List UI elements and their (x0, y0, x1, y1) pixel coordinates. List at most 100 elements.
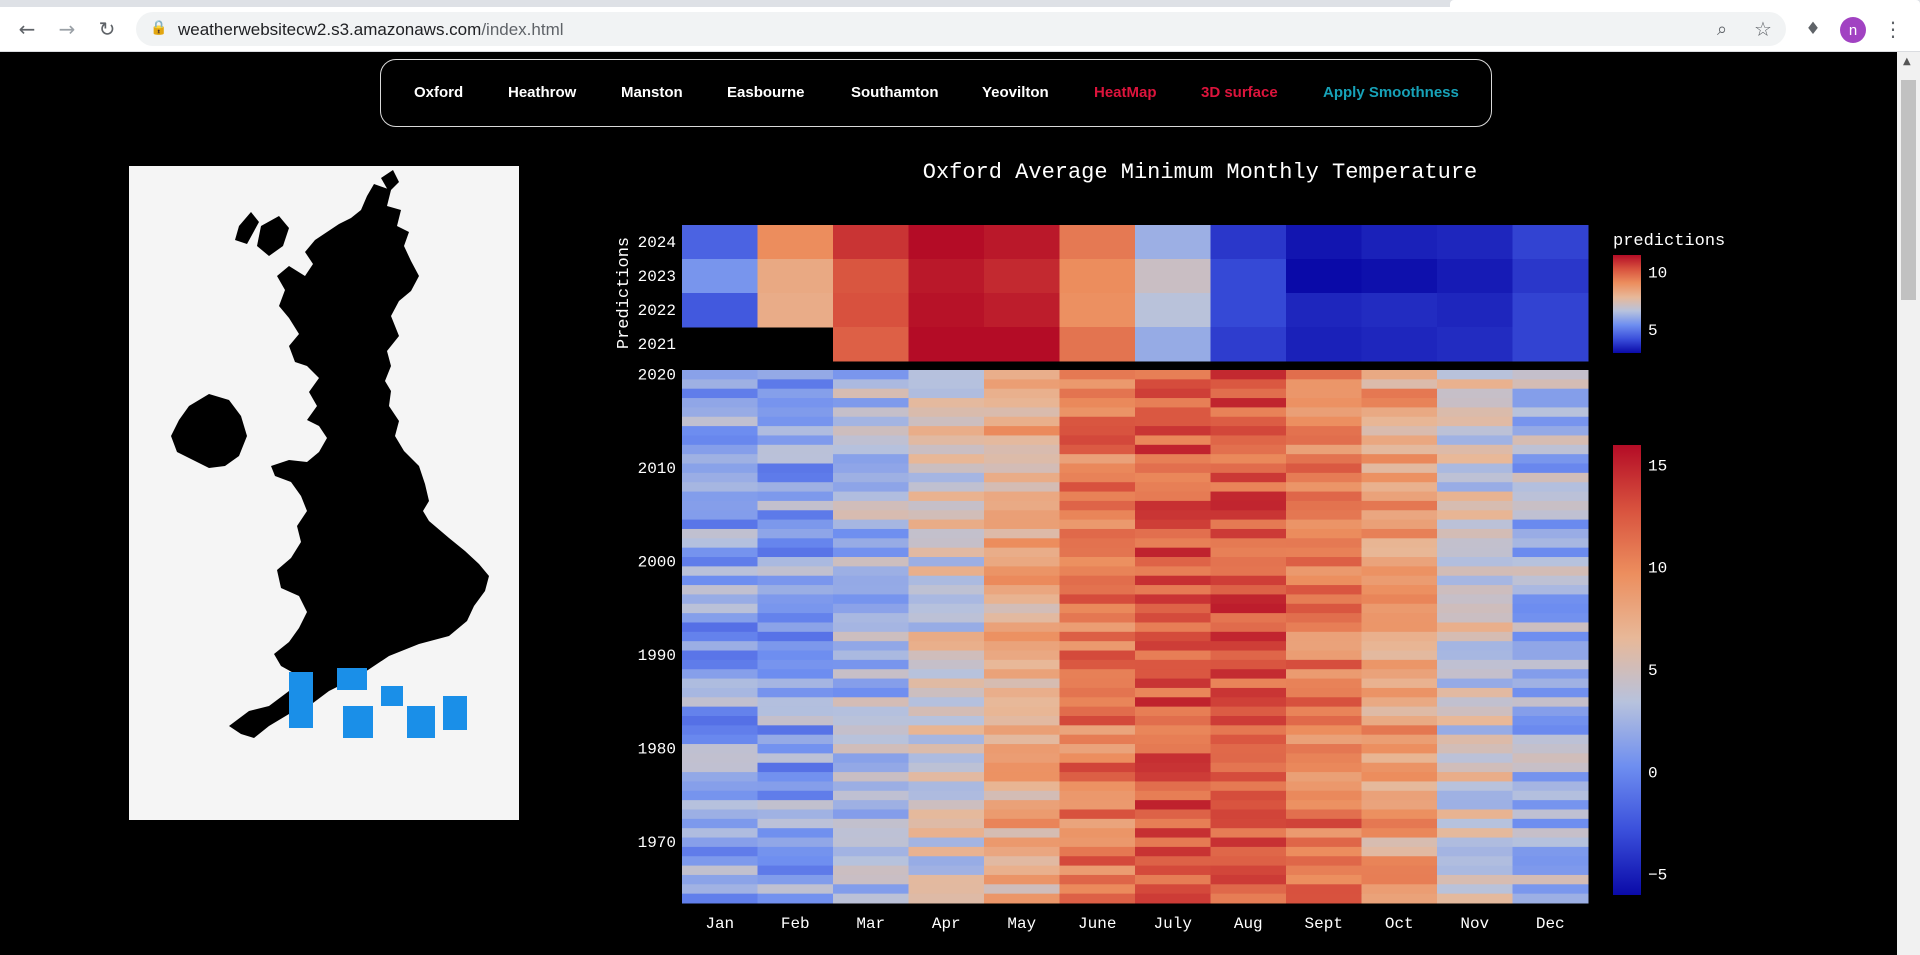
history-cell (1135, 753, 1211, 764)
history-cell (682, 491, 758, 502)
history-cell (1512, 744, 1589, 754)
history-cell (1135, 687, 1211, 698)
history-cell (757, 790, 834, 801)
scroll-thumb[interactable] (1901, 80, 1916, 300)
history-cell (1437, 725, 1513, 736)
menu-icon[interactable]: ⋮ (1883, 17, 1903, 41)
history-cell (1059, 641, 1136, 652)
history-year-tick: 2000 (638, 554, 676, 572)
history-cell (1286, 482, 1362, 493)
history-cell (1135, 837, 1211, 848)
history-cell (1135, 846, 1211, 857)
history-cell (1210, 678, 1287, 689)
nav-easbourne[interactable]: Easbourne (727, 84, 805, 101)
history-cell (984, 697, 1060, 708)
month-tick: Aug (1234, 915, 1263, 933)
active-tab[interactable] (1450, 0, 1920, 7)
history-cell (1512, 753, 1589, 764)
forward-icon[interactable]: → (58, 17, 76, 41)
history-cell (682, 631, 758, 642)
history-cell (1059, 884, 1136, 895)
history-cell (757, 874, 834, 885)
history-cell (908, 416, 985, 427)
station-marker-southamton[interactable] (343, 706, 373, 738)
history-cell (757, 659, 834, 670)
history-cell (682, 809, 758, 820)
history-cell (682, 715, 758, 726)
history-cell (908, 370, 985, 380)
history-cell (1135, 669, 1211, 680)
history-cell (1512, 575, 1589, 586)
nav-manston[interactable]: Manston (621, 84, 683, 101)
prediction-cell (682, 259, 758, 294)
bookmark-star-icon[interactable]: ☆ (1754, 17, 1772, 41)
history-cell (833, 398, 909, 408)
nav-apply-smoothness[interactable]: Apply Smoothness (1323, 84, 1459, 101)
history-cell (833, 557, 909, 567)
history-cell (1286, 865, 1362, 876)
history-cell (908, 482, 985, 493)
nav-yeovilton[interactable]: Yeovilton (982, 84, 1049, 101)
history-cell (682, 753, 758, 764)
history-cell (1059, 510, 1136, 521)
history-cell (908, 744, 985, 754)
nav-heathrow[interactable]: Heathrow (508, 84, 577, 101)
nav-heatmap[interactable]: HeatMap (1094, 84, 1157, 101)
scroll-up-arrow-icon[interactable]: ▲ (1903, 56, 1911, 67)
station-marker-heathrow[interactable] (381, 686, 403, 706)
url-text[interactable]: weatherwebsitecw2.s3.amazonaws.com/index… (178, 20, 564, 40)
station-marker-manston[interactable] (443, 696, 467, 730)
zoom-icon[interactable]: ⌕ (1716, 18, 1728, 40)
history-cell (833, 472, 909, 483)
history-cell (1286, 781, 1362, 792)
station-marker-easbourne[interactable] (407, 706, 435, 738)
station-markers[interactable] (289, 668, 467, 738)
prediction-cell (1512, 259, 1589, 294)
month-tick: Mar (856, 915, 885, 933)
history-cell (757, 538, 834, 549)
history-cell (1437, 463, 1513, 474)
history-cell (833, 500, 909, 511)
history-cell (1512, 790, 1589, 801)
prediction-cell (757, 259, 834, 294)
predictions-colorbar (1613, 255, 1641, 353)
history-cell (1286, 594, 1362, 605)
nav-southamton[interactable]: Southamton (851, 84, 939, 101)
profile-avatar[interactable]: n (1840, 17, 1866, 43)
prediction-cell (1286, 327, 1362, 362)
history-cell (682, 856, 758, 867)
nav-3d-surface[interactable]: 3D surface (1201, 84, 1278, 101)
history-cell (833, 809, 909, 820)
station-nav: Oxford Heathrow Manston Easbourne Southa… (380, 59, 1492, 127)
history-cell (1361, 416, 1438, 427)
history-cell (1437, 566, 1513, 577)
reload-icon[interactable]: ↻ (98, 17, 116, 41)
history-cell (908, 809, 985, 820)
station-marker-oxford[interactable] (337, 668, 367, 690)
history-cell (984, 407, 1060, 418)
history-cell (757, 772, 834, 782)
history-cell (1437, 528, 1513, 539)
history-cell (682, 828, 758, 839)
back-icon[interactable]: ← (18, 17, 36, 41)
history-cell (984, 856, 1060, 867)
month-tick: Feb (781, 915, 810, 933)
address-bar[interactable]: 🔒 weatherwebsitecw2.s3.amazonaws.com/ind… (136, 12, 1786, 46)
history-cell (1512, 772, 1589, 782)
history-cell (1437, 753, 1513, 764)
history-cell (1210, 650, 1287, 661)
nav-oxford[interactable]: Oxford (414, 84, 464, 101)
history-cell (1437, 594, 1513, 605)
extensions-icon[interactable]: ♦ (1805, 19, 1821, 39)
history-cell (984, 893, 1060, 904)
history-cell (1059, 379, 1136, 390)
station-marker-yeovilton[interactable] (289, 672, 313, 728)
history-cell (984, 772, 1060, 782)
prediction-cell (984, 293, 1060, 328)
history-cell (1512, 734, 1589, 745)
page-scrollbar[interactable]: ▲ (1897, 52, 1920, 955)
history-cell (1286, 613, 1362, 623)
history-cell (833, 884, 909, 895)
history-cell (1135, 865, 1211, 876)
